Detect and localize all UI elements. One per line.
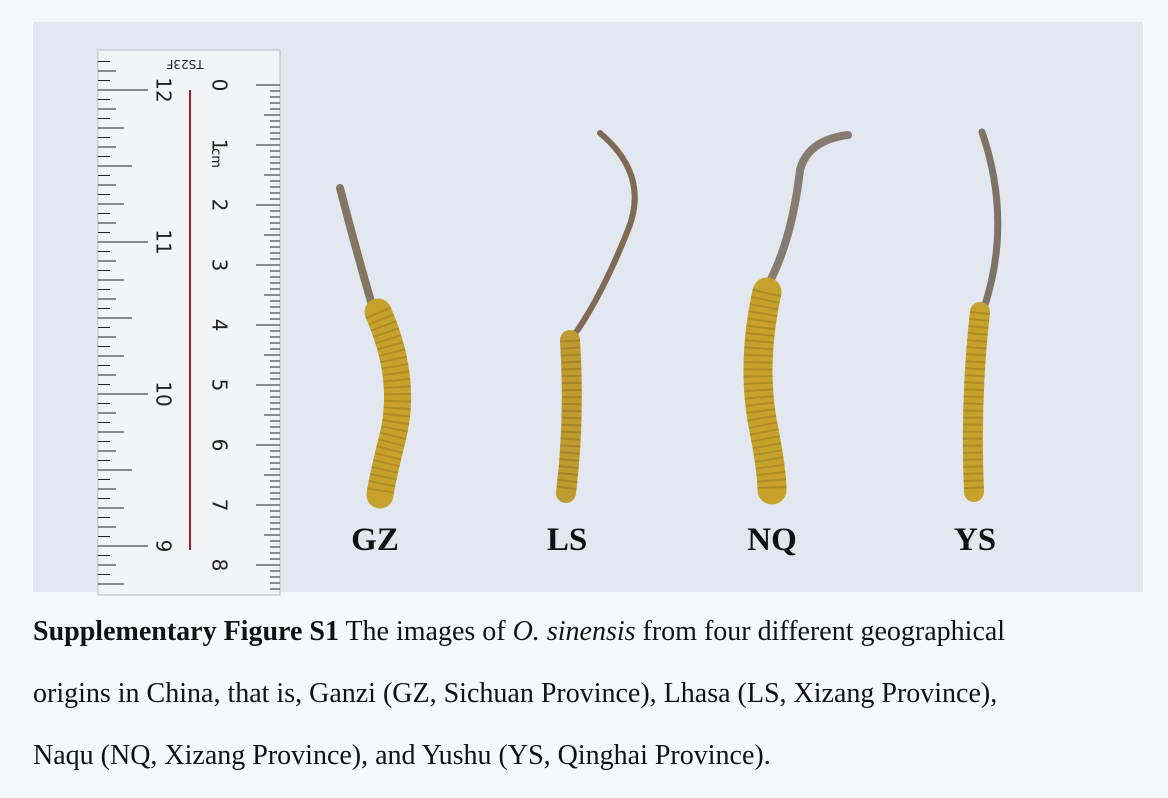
caption-text: O. sinensis	[512, 616, 636, 647]
cm-label: 6	[208, 439, 232, 452]
specimen-label: GZ	[351, 522, 399, 558]
specimens	[336, 128, 1002, 509]
inch-label: 9	[152, 540, 176, 553]
inch-label: 12	[152, 77, 176, 102]
cm-label: 2	[208, 199, 232, 212]
larva-ribs	[556, 339, 582, 495]
specimen-label: NQ	[747, 522, 797, 558]
caption-text: origins in China, that is, Ganzi (GZ, Si…	[33, 678, 998, 709]
caption-line: origins in China, that is, Ganzi (GZ, Si…	[33, 672, 1153, 734]
specimen-label: YS	[954, 522, 996, 558]
caption-text: from four different geographical	[635, 616, 1006, 647]
stroma	[978, 128, 1002, 309]
cm-label: 4	[208, 319, 232, 332]
stroma	[336, 184, 376, 309]
ruler-ticks	[98, 61, 280, 590]
specimen-label: LS	[547, 522, 587, 558]
cm-label: 3	[208, 259, 232, 272]
cm-label: 0	[208, 79, 232, 92]
larva-ribs	[365, 306, 412, 497]
caption-line: Naqu (NQ, Xizang Province), and Yushu (Y…	[33, 734, 1153, 796]
larva-body	[962, 302, 990, 502]
cm-label: 7	[208, 499, 232, 512]
stroma	[764, 131, 852, 289]
larva-ribs	[743, 288, 787, 491]
caption-line: Supplementary Figure S1 The images of O.…	[33, 610, 1153, 672]
inch-label: 10	[152, 381, 176, 406]
cm-label: 1	[208, 139, 232, 152]
ruler-unit: cm	[208, 148, 223, 168]
inch-label: 11	[152, 229, 176, 254]
stroma	[569, 130, 638, 341]
cm-label: 5	[208, 379, 232, 392]
caption-text: Supplementary Figure S1	[33, 616, 339, 647]
larva-ribs	[962, 310, 990, 493]
caption-text: Naqu (NQ, Xizang Province), and Yushu (Y…	[33, 740, 771, 771]
caption: Supplementary Figure S1 The images of O.…	[33, 610, 1153, 796]
caption-text: The images of	[338, 616, 513, 647]
cm-label: 8	[208, 559, 232, 572]
ruler-brand: TS23F	[166, 57, 204, 71]
